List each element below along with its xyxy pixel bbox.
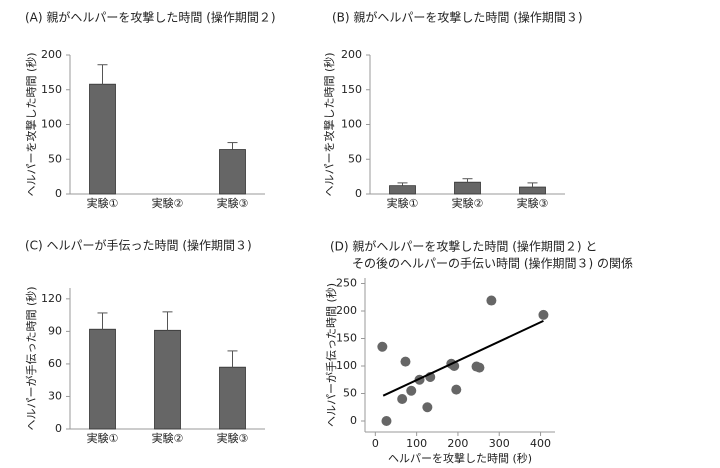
- chart-title: その後のヘルパーの手伝い時間 (操作期間３) の関係: [352, 256, 633, 271]
- y-axis-label: ヘルパーを攻撃した時間 (秒): [322, 52, 336, 196]
- y-tick-label: 200: [336, 304, 357, 317]
- bar: [154, 329, 181, 430]
- y-axis-label: ヘルパーを攻撃した時間 (秒): [24, 52, 38, 196]
- y-tick-label: 150: [41, 83, 62, 96]
- x-tick-label: 実験①: [387, 196, 419, 210]
- point: [381, 416, 392, 426]
- x-tick-label: 200: [447, 437, 468, 450]
- y-tick-label: 200: [41, 48, 62, 61]
- y-tick-label: 0: [350, 414, 357, 427]
- y-tick-label: 0: [355, 187, 362, 200]
- x-tick-label: 実験②: [152, 431, 184, 445]
- y-axis-label: ヘルパーが手伝った時間 (秒): [324, 283, 338, 427]
- point: [377, 341, 388, 352]
- bar: [89, 328, 116, 430]
- x-tick-label: 0: [372, 437, 379, 450]
- y-tick-label: 250: [336, 277, 357, 290]
- chart-title: (A) 親がヘルパーを攻撃した時間 (操作期間２): [25, 10, 276, 25]
- y-tick-label: 0: [55, 422, 62, 435]
- x-axis-label: ヘルパーを攻撃した時間 (秒): [388, 451, 532, 465]
- y-tick-label: 90: [48, 324, 62, 337]
- point: [451, 384, 462, 395]
- bar: [219, 366, 246, 430]
- y-tick-label: 50: [343, 387, 357, 400]
- trend-line: [382, 319, 544, 397]
- point: [397, 394, 408, 404]
- chart-title: (C) ヘルパーが手伝った時間 (操作期間３): [25, 238, 252, 253]
- y-tick-label: 100: [41, 118, 62, 131]
- x-tick-label: 実験③: [517, 196, 549, 210]
- x-tick-label: 400: [530, 437, 551, 450]
- x-tick-label: 実験③: [217, 196, 249, 210]
- y-tick-label: 150: [336, 332, 357, 345]
- bar: [519, 186, 546, 195]
- x-tick-label: 100: [406, 437, 427, 450]
- bar: [219, 149, 246, 195]
- y-tick-label: 100: [336, 359, 357, 372]
- y-axis-label: ヘルパーが手伝った時間 (秒): [24, 286, 38, 430]
- y-tick-label: 0: [55, 187, 62, 200]
- y-tick-label: 30: [48, 389, 62, 402]
- y-tick-label: 100: [341, 118, 362, 131]
- y-tick-label: 50: [348, 152, 362, 165]
- x-tick-label: 実験②: [452, 196, 484, 210]
- bar: [89, 83, 116, 195]
- y-tick-label: 60: [48, 357, 62, 370]
- bar: [454, 181, 481, 195]
- y-tick-label: 120: [41, 292, 62, 305]
- y-tick-label: 50: [48, 152, 62, 165]
- y-tick-label: 200: [341, 48, 362, 61]
- x-tick-label: 実験③: [217, 431, 249, 445]
- point: [406, 385, 417, 396]
- point: [474, 362, 485, 373]
- x-tick-label: 実験②: [152, 196, 184, 210]
- x-tick-label: 300: [489, 437, 510, 450]
- point: [422, 402, 433, 413]
- chart-title: (D) 親がヘルパーを攻撃した時間 (操作期間２) と: [330, 239, 597, 254]
- point: [538, 309, 549, 320]
- x-tick-label: 実験①: [87, 196, 119, 210]
- y-tick-label: 150: [341, 83, 362, 96]
- point: [486, 295, 497, 306]
- x-tick-label: 実験①: [87, 431, 119, 445]
- chart-title: (B) 親がヘルパーを攻撃した時間 (操作期間３): [332, 10, 583, 25]
- point: [400, 356, 411, 367]
- bar: [389, 185, 416, 195]
